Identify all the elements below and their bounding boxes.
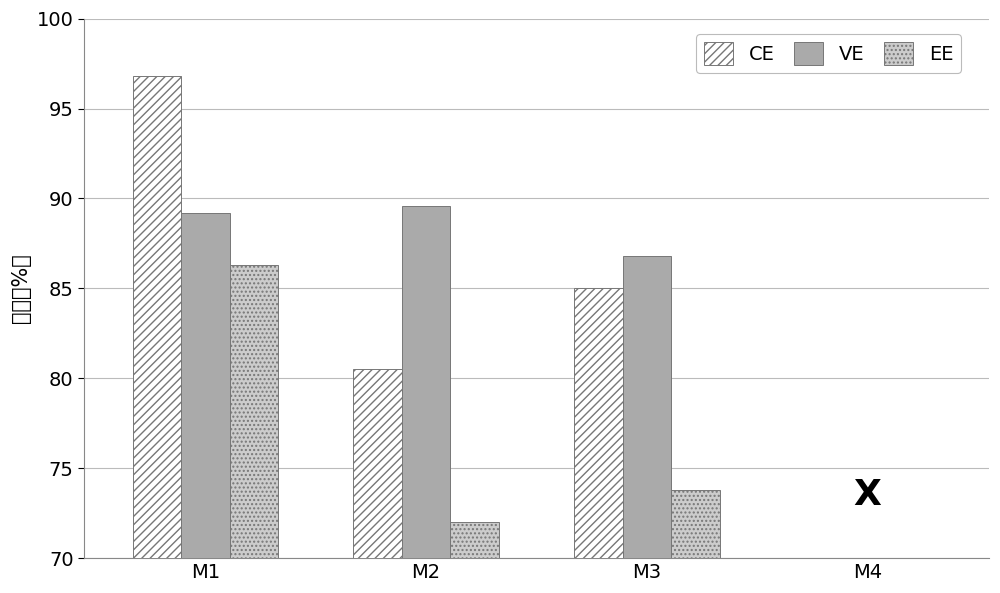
Legend: CE, VE, EE: CE, VE, EE <box>696 34 961 73</box>
Bar <box>353 369 402 558</box>
Bar <box>230 265 278 558</box>
Text: X: X <box>854 478 881 512</box>
Y-axis label: 效率（%）: 效率（%） <box>11 253 31 323</box>
Bar <box>402 206 450 558</box>
Bar <box>671 490 720 558</box>
Bar <box>623 256 671 558</box>
Bar <box>450 522 499 558</box>
Bar <box>181 213 230 558</box>
Bar <box>574 288 623 558</box>
Bar <box>133 76 181 558</box>
